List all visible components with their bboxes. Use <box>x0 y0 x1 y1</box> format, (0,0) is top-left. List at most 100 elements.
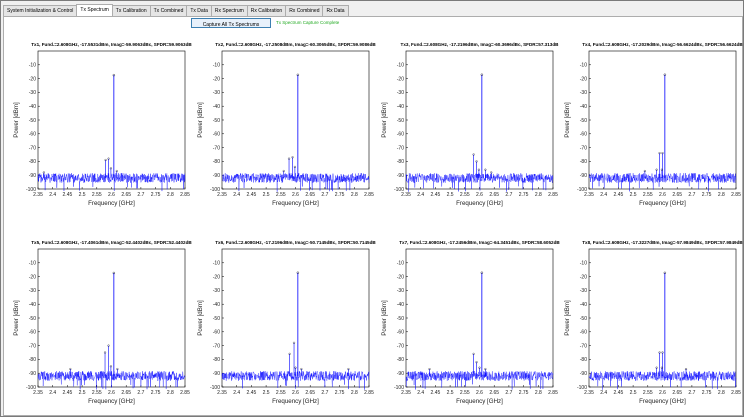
x-tick-label: 2.85 <box>548 390 558 396</box>
spur-marker <box>107 157 110 160</box>
y-tick-label: -90 <box>397 173 404 179</box>
tab-tx-combined[interactable]: Tx Combined <box>149 5 188 16</box>
y-tick-label: -70 <box>397 145 404 151</box>
y-tick-label: -70 <box>580 145 587 151</box>
x-tick-label: 2.75 <box>335 390 345 396</box>
x-tick-label: 2.4 <box>600 192 607 198</box>
tab-rx-calibration[interactable]: Rx Calibration <box>246 5 287 16</box>
fundamental-marker <box>480 73 484 76</box>
x-tick-label: 2.5 <box>447 192 454 198</box>
y-axis-label: Power [dBm] <box>381 300 388 336</box>
y-tick-label: -10 <box>580 261 587 267</box>
x-axis-label: Frequency [GHz] <box>639 200 686 207</box>
y-tick-label: -30 <box>397 288 404 294</box>
y-tick-label: -40 <box>213 104 220 110</box>
x-tick-label: 2.45 <box>63 390 73 396</box>
tab-tx-spectrum[interactable]: Tx Spectrum <box>76 4 113 17</box>
y-tick-label: -50 <box>29 118 36 124</box>
y-tick-label: -60 <box>29 132 36 138</box>
y-tick-label: -20 <box>29 274 36 280</box>
tab-system-init[interactable]: System Initialization & Control <box>3 5 78 16</box>
spectrum-plot-tx6: Tx6, Fund.=2.608GHz, -17.2196dBm, Imag=-… <box>190 235 376 413</box>
x-tick-label: 2.75 <box>151 390 161 396</box>
x-tick-label: 2.6 <box>108 192 115 198</box>
y-tick-label: -40 <box>397 104 404 110</box>
y-axis-label: Power [dBm] <box>381 102 388 138</box>
y-tick-label: -10 <box>29 63 36 69</box>
x-tick-label: 2.7 <box>505 192 512 198</box>
y-tick-label: -40 <box>29 104 36 110</box>
y-tick-label: -90 <box>397 371 404 377</box>
y-tick-label: -60 <box>29 330 36 336</box>
y-tick-label: -80 <box>29 159 36 165</box>
plot-title: Tx3, Fund.=2.608GHz, -17.2196dBm, Imag=-… <box>401 42 560 47</box>
y-tick-label: -20 <box>580 274 587 280</box>
noise-trace <box>405 370 554 390</box>
x-tick-label: 2.4 <box>417 192 424 198</box>
x-tick-label: 2.8 <box>535 390 542 396</box>
spur-marker <box>472 352 475 355</box>
x-tick-label: 2.35 <box>217 192 227 198</box>
x-tick-label: 2.4 <box>49 192 56 198</box>
x-tick-label: 2.85 <box>731 390 741 396</box>
y-tick-label: -10 <box>397 261 404 267</box>
spur-marker <box>472 153 475 156</box>
x-tick-label: 2.55 <box>460 390 470 396</box>
tab-rx-spectrum[interactable]: Rx Spectrum <box>210 5 248 16</box>
x-tick-label: 2.55 <box>460 192 470 198</box>
tab-tx-calibration[interactable]: Tx Calibration <box>111 5 151 16</box>
spur-marker <box>103 351 107 354</box>
y-tick-label: -60 <box>397 330 404 336</box>
x-tick-label: 2.7 <box>137 390 144 396</box>
x-tick-label: 2.75 <box>151 192 161 198</box>
x-tick-label: 2.55 <box>92 390 102 396</box>
y-tick-label: -70 <box>213 145 220 151</box>
y-tick-label: -40 <box>580 104 587 110</box>
y-tick-label: -70 <box>29 145 36 151</box>
x-tick-label: 2.35 <box>584 390 594 396</box>
tab-rx-combined[interactable]: Rx Combined <box>285 5 324 16</box>
x-tick-label: 2.7 <box>505 390 512 396</box>
y-axis-label: Power [dBm] <box>197 102 204 138</box>
noise-trace <box>37 172 186 192</box>
y-tick-label: -10 <box>29 261 36 267</box>
y-tick-label: -60 <box>213 330 220 336</box>
x-tick-label: 2.35 <box>584 192 594 198</box>
plot-title: Tx5, Fund.=2.608GHz, -17.4061dBm, Imag=-… <box>31 240 192 245</box>
y-axis-label: Power [dBm] <box>197 300 204 336</box>
y-tick-label: -40 <box>397 302 404 308</box>
tab-tx-data[interactable]: Tx Data <box>186 5 212 16</box>
y-tick-label: -70 <box>29 343 36 349</box>
x-tick-label: 2.75 <box>702 390 712 396</box>
x-tick-label: 2.35 <box>217 390 227 396</box>
x-tick-label: 2.55 <box>643 390 653 396</box>
fundamental-marker <box>296 73 300 77</box>
capture-all-button[interactable]: Capture All Tx Spectrums <box>191 18 271 28</box>
x-tick-label: 2.35 <box>33 192 43 198</box>
y-tick-label: -70 <box>397 343 404 349</box>
y-tick-label: -30 <box>213 90 220 96</box>
y-tick-label: -20 <box>29 76 36 82</box>
y-tick-label: -10 <box>397 63 404 69</box>
spectrum-plot-tx7: Tx7, Fund.=2.608GHz, -17.2456dBm, Imag=-… <box>374 235 560 413</box>
y-tick-label: -100 <box>210 187 220 193</box>
y-tick-label: -70 <box>580 343 587 349</box>
y-axis-label: Power [dBm] <box>13 102 20 138</box>
y-tick-label: -20 <box>580 76 587 82</box>
spectrum-plot-tx2: Tx2, Fund.=2.608GHz, -17.2508dBm, Imag=-… <box>190 37 376 215</box>
x-tick-label: 2.8 <box>351 390 358 396</box>
y-tick-label: -30 <box>580 90 587 96</box>
plot-title: Tx6, Fund.=2.608GHz, -17.2196dBm, Imag=-… <box>215 240 376 245</box>
x-tick-label: 2.65 <box>305 192 315 198</box>
tab-rx-data[interactable]: Rx Data <box>322 5 349 16</box>
y-tick-label: -30 <box>29 288 36 294</box>
spur-marker <box>658 152 661 155</box>
y-tick-label: -30 <box>397 90 404 96</box>
status-text: Tx Spectrum Capture Complete <box>276 20 340 25</box>
x-tick-label: 2.8 <box>718 192 725 198</box>
x-tick-label: 2.6 <box>292 192 299 198</box>
y-tick-label: -60 <box>397 132 404 138</box>
y-axis-label: Power [dBm] <box>564 102 571 138</box>
fundamental-marker <box>663 73 667 76</box>
